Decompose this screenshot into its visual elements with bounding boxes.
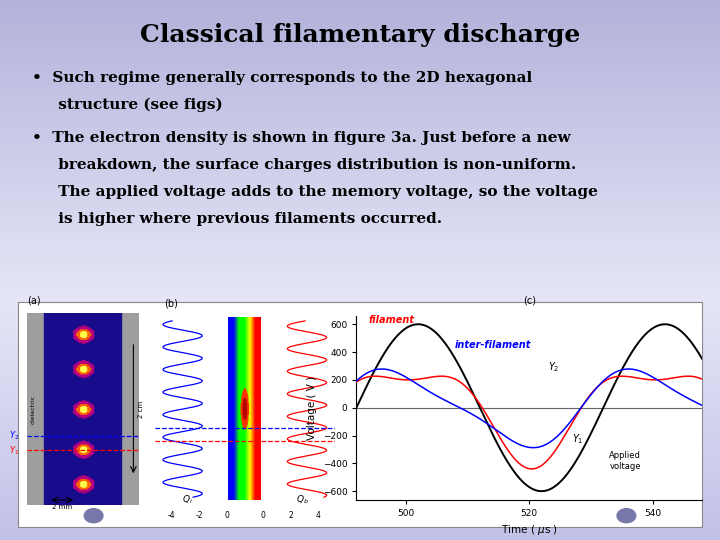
Text: 4: 4 bbox=[316, 511, 321, 519]
Text: Applied
voltage: Applied voltage bbox=[609, 451, 642, 471]
Text: (a): (a) bbox=[27, 295, 41, 306]
Text: breakdown, the surface charges distribution is non-uniform.: breakdown, the surface charges distribut… bbox=[32, 158, 577, 172]
FancyBboxPatch shape bbox=[18, 302, 702, 526]
Text: $Q_i$: $Q_i$ bbox=[182, 493, 193, 505]
Text: 2 mm: 2 mm bbox=[52, 504, 72, 510]
Text: 2: 2 bbox=[288, 511, 293, 519]
Text: is higher where previous filaments occurred.: is higher where previous filaments occur… bbox=[32, 212, 443, 226]
Text: $Y_1$: $Y_1$ bbox=[9, 444, 19, 456]
Text: (b): (b) bbox=[164, 299, 178, 308]
Text: Classical filamentary discharge: Classical filamentary discharge bbox=[140, 23, 580, 47]
Text: •  The electron density is shown in figure 3a. Just before a new: • The electron density is shown in figur… bbox=[32, 131, 571, 145]
Text: structure (see figs): structure (see figs) bbox=[32, 98, 223, 112]
Text: inter-filament: inter-filament bbox=[455, 340, 531, 350]
Y-axis label: Voltage ( V ): Voltage ( V ) bbox=[307, 376, 317, 440]
Text: $Y_2$: $Y_2$ bbox=[9, 430, 19, 442]
Text: •  Such regime generally corresponds to the 2D hexagonal: • Such regime generally corresponds to t… bbox=[32, 71, 533, 85]
Text: -2: -2 bbox=[195, 511, 203, 519]
Text: $Q_b$: $Q_b$ bbox=[296, 493, 308, 505]
Text: filament: filament bbox=[369, 315, 415, 325]
Text: dielectric: dielectric bbox=[30, 395, 35, 423]
Text: The applied voltage adds to the memory voltage, so the voltage: The applied voltage adds to the memory v… bbox=[32, 185, 598, 199]
X-axis label: Time ( $\mu$s ): Time ( $\mu$s ) bbox=[501, 523, 557, 537]
Text: $Y_1$: $Y_1$ bbox=[572, 433, 584, 446]
Text: 0: 0 bbox=[225, 511, 229, 519]
Text: 2 cm: 2 cm bbox=[138, 401, 143, 417]
Text: 0: 0 bbox=[261, 511, 265, 519]
Text: $Y_2$: $Y_2$ bbox=[548, 360, 559, 374]
Text: -4: -4 bbox=[167, 511, 175, 519]
Text: (c): (c) bbox=[523, 295, 536, 305]
Circle shape bbox=[84, 509, 103, 523]
Circle shape bbox=[617, 509, 636, 523]
